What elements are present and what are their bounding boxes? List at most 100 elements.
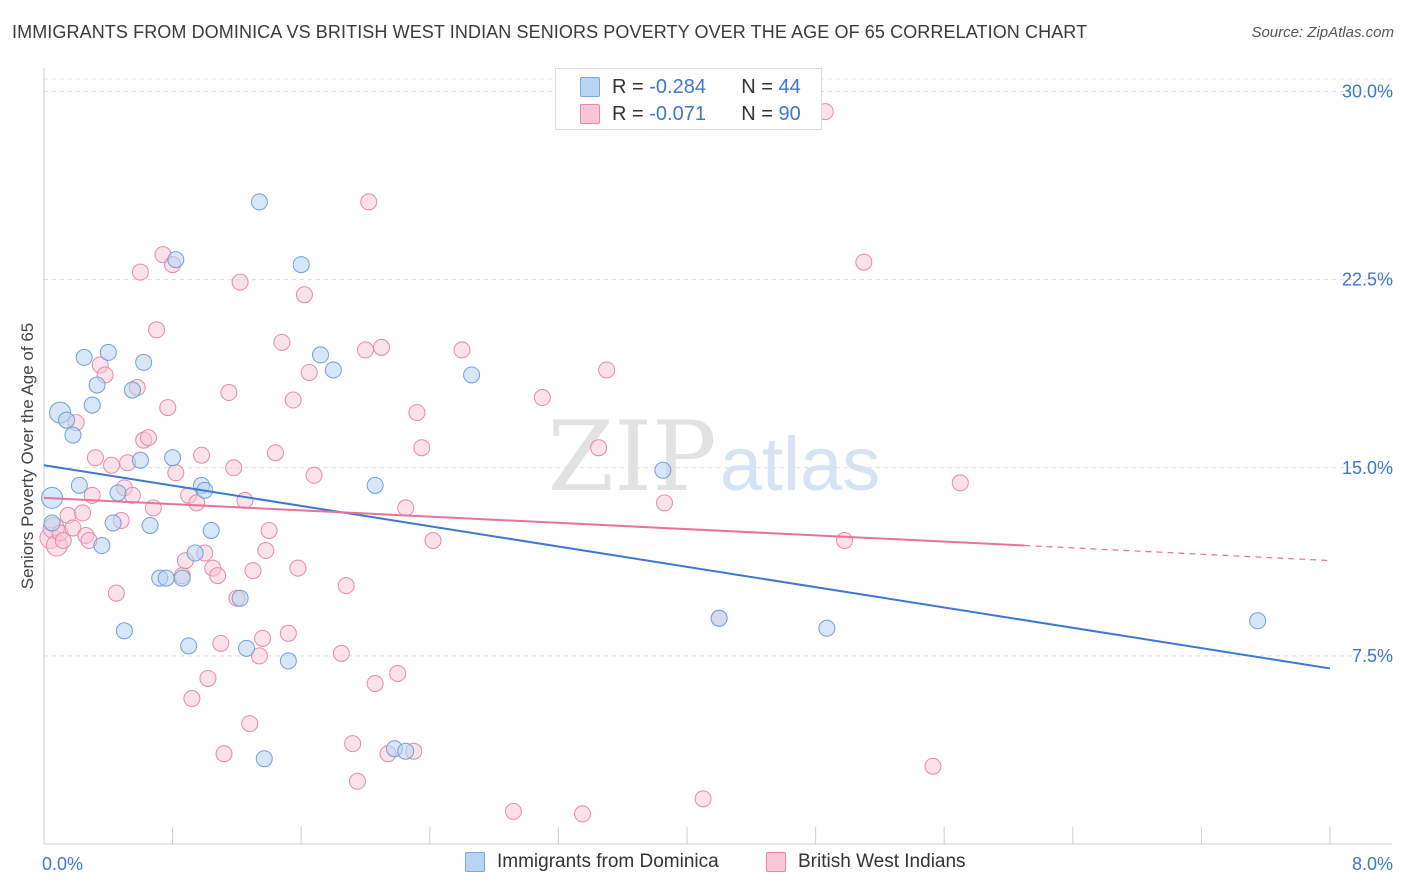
point-bwi xyxy=(107,584,125,602)
point-dominica xyxy=(70,476,88,494)
point-bwi xyxy=(408,404,426,422)
legend-item-dominica[interactable]: Immigrants from Dominica xyxy=(465,851,719,873)
point-bwi xyxy=(655,494,673,512)
point-bwi xyxy=(86,449,104,467)
y-tick-label: 30.0% xyxy=(1342,82,1393,102)
point-bwi xyxy=(337,577,355,595)
n-value: 90 xyxy=(778,102,801,125)
watermark: ZIP atlas xyxy=(547,401,880,513)
point-bwi xyxy=(533,389,551,407)
point-dominica xyxy=(123,381,141,399)
point-bwi xyxy=(373,338,391,356)
point-bwi xyxy=(139,429,157,447)
point-bwi xyxy=(453,341,471,359)
point-bwi xyxy=(231,273,249,291)
point-bwi xyxy=(284,391,302,409)
point-bwi xyxy=(183,690,201,708)
point-bwi xyxy=(199,669,217,687)
point-bwi xyxy=(366,674,384,692)
point-bwi xyxy=(332,644,350,662)
watermark-zip: ZIP xyxy=(547,401,716,513)
legend-label-dominica: Immigrants from Dominica xyxy=(497,851,719,872)
point-bwi xyxy=(159,399,177,417)
point-dominica xyxy=(292,256,310,274)
x-tick-label: 8.0% xyxy=(1352,854,1393,874)
point-dominica xyxy=(250,193,268,211)
point-bwi xyxy=(357,341,374,359)
point-dominica xyxy=(1249,612,1267,630)
point-bwi xyxy=(225,459,243,477)
point-dominica xyxy=(99,343,117,361)
point-dominica xyxy=(131,451,149,469)
point-dominica xyxy=(654,461,672,479)
point-bwi xyxy=(389,664,407,682)
point-bwi xyxy=(74,504,92,522)
r-value: -0.284 xyxy=(649,75,706,98)
r-label: R = xyxy=(612,102,644,125)
point-bwi xyxy=(236,491,254,509)
trendline-dominica xyxy=(43,464,1331,670)
point-bwi xyxy=(694,790,712,808)
point-bwi xyxy=(413,439,431,457)
point-bwi xyxy=(254,629,272,647)
point-dominica xyxy=(43,514,61,532)
point-dominica xyxy=(324,361,342,379)
point-bwi xyxy=(951,474,969,492)
point-bwi xyxy=(836,532,854,550)
legend-item-bwi[interactable]: British West Indians xyxy=(766,851,966,873)
point-dominica xyxy=(75,348,93,366)
point-dominica xyxy=(238,639,256,657)
point-dominica xyxy=(255,750,273,768)
point-dominica xyxy=(231,589,249,607)
point-dominica xyxy=(463,366,481,384)
watermark-atlas: atlas xyxy=(720,422,881,507)
r-value: -0.071 xyxy=(649,102,706,125)
legend-swatch-blue xyxy=(465,852,485,872)
point-bwi xyxy=(103,456,121,474)
legend-label-bwi: British West Indians xyxy=(798,851,966,872)
point-bwi xyxy=(131,263,149,281)
source-label: Source: ZipAtlas.com xyxy=(1251,24,1394,41)
point-dominica xyxy=(397,742,415,760)
legend-swatch-pink xyxy=(580,104,600,124)
point-bwi xyxy=(855,253,873,271)
point-bwi xyxy=(273,333,291,351)
point-bwi xyxy=(244,562,262,580)
point-bwi xyxy=(250,647,268,665)
point-bwi xyxy=(260,521,278,539)
point-dominica xyxy=(818,619,836,637)
point-bwi xyxy=(241,715,259,733)
point-bwi xyxy=(220,384,238,402)
point-dominica xyxy=(93,537,111,555)
point-dominica xyxy=(167,251,185,269)
point-bwi xyxy=(504,802,522,820)
point-bwi xyxy=(295,286,313,304)
point-dominica xyxy=(104,514,122,532)
r-label: R = xyxy=(612,75,644,98)
point-bwi xyxy=(212,634,230,652)
point-dominica xyxy=(88,376,106,394)
point-dominica xyxy=(141,516,159,534)
point-dominica xyxy=(58,411,76,429)
point-dominica xyxy=(83,396,101,414)
point-bwi xyxy=(215,745,233,763)
chart-title: IMMIGRANTS FROM DOMINICA VS BRITISH WEST… xyxy=(12,22,1088,42)
stats-legend: R = -0.284 N = 44 R = -0.071 N = 90 xyxy=(555,68,822,130)
n-value: 44 xyxy=(778,75,801,98)
point-bwi xyxy=(188,494,206,512)
legend-swatch-pink xyxy=(766,852,786,872)
point-bwi xyxy=(193,446,211,464)
legend-swatch-blue xyxy=(580,77,600,97)
point-bwi xyxy=(300,363,318,381)
point-dominica xyxy=(180,637,198,655)
point-bwi xyxy=(257,542,275,560)
y-axis-label: Seniors Poverty Over the Age of 65 xyxy=(18,322,37,590)
point-dominica xyxy=(279,652,297,670)
x-tick-label: 0.0% xyxy=(42,854,83,874)
point-bwi xyxy=(574,805,592,823)
stats-row-bwi: R = -0.071 N = 90 xyxy=(580,102,801,126)
point-dominica xyxy=(173,569,191,587)
point-bwi xyxy=(64,519,82,537)
series-legend: Immigrants from Dominica British West In… xyxy=(0,851,1406,877)
